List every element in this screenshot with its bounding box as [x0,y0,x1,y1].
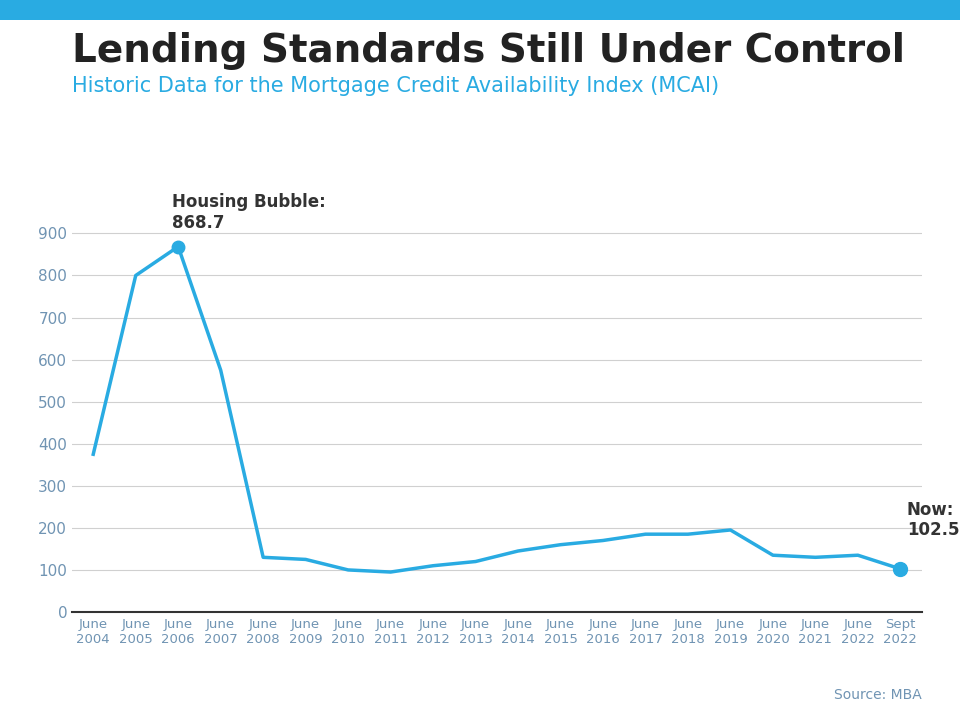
Text: Source: MBA: Source: MBA [834,688,922,702]
Text: Now:
102.5: Now: 102.5 [907,500,959,539]
Text: Historic Data for the Mortgage Credit Availability Index (MCAI): Historic Data for the Mortgage Credit Av… [72,76,719,96]
Text: Housing Bubble:
868.7: Housing Bubble: 868.7 [172,193,325,232]
Text: Lending Standards Still Under Control: Lending Standards Still Under Control [72,32,905,71]
